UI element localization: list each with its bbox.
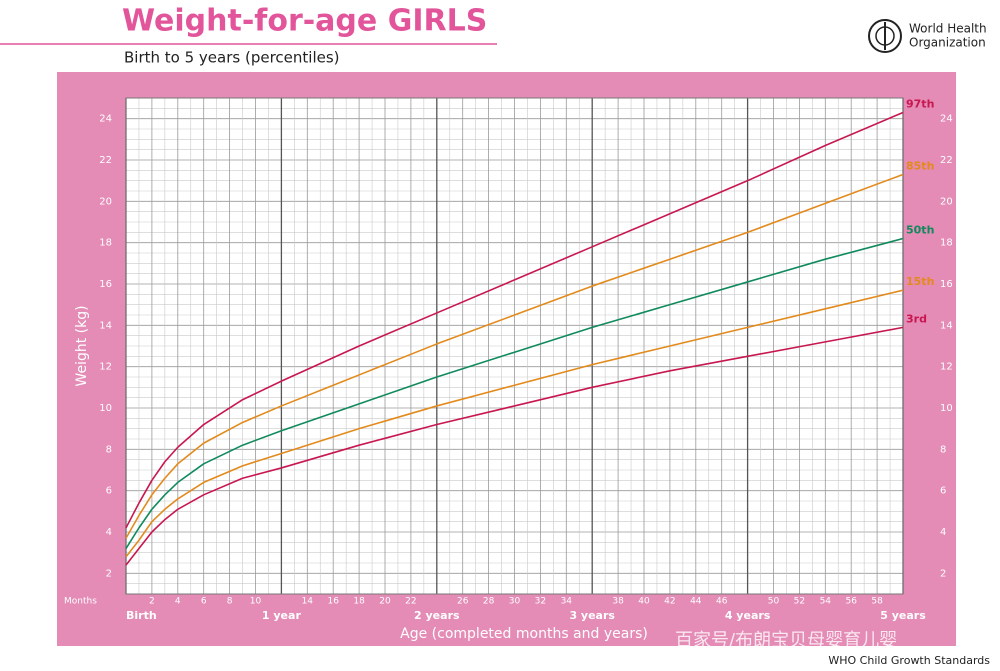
series-label: 50th bbox=[906, 224, 934, 237]
plot-border bbox=[125, 97, 904, 595]
y-tick-label: 12 bbox=[99, 362, 112, 373]
x-tick-label: 28 bbox=[483, 597, 495, 607]
x-tick-label: 3 years bbox=[569, 609, 615, 622]
y-tick-label: 18 bbox=[99, 238, 112, 249]
y-tick-label: 14 bbox=[99, 320, 112, 331]
x-tick-label: 56 bbox=[845, 597, 857, 607]
y-tick-label: 24 bbox=[940, 114, 953, 125]
series-label: 85th bbox=[906, 159, 934, 172]
who-logo bbox=[868, 19, 902, 53]
y-tick-label: 4 bbox=[106, 527, 112, 538]
series-label: 97th bbox=[906, 97, 934, 110]
x-axis-label: Age (completed months and years) bbox=[400, 626, 648, 642]
x-tick-label: 32 bbox=[535, 597, 546, 607]
percentile-line bbox=[125, 289, 904, 558]
x-tick-label: 18 bbox=[353, 597, 365, 607]
x-tick-label: 22 bbox=[405, 597, 416, 607]
percentile-line bbox=[125, 237, 904, 549]
x-tick-label: 34 bbox=[561, 597, 573, 607]
x-tick-label: 42 bbox=[664, 597, 675, 607]
x-tick-label: 40 bbox=[638, 597, 650, 607]
y-tick-label: 20 bbox=[940, 196, 953, 207]
y-tick-label: 12 bbox=[940, 362, 953, 373]
percentile-line bbox=[125, 326, 904, 566]
footer: WHO Child Growth Standards bbox=[828, 654, 990, 667]
y-tick-label: 16 bbox=[940, 279, 953, 290]
y-tick-label: 8 bbox=[106, 444, 112, 455]
x-tick-label: 16 bbox=[327, 597, 339, 607]
y-tick-label: 22 bbox=[99, 155, 112, 166]
org-name: Organization bbox=[909, 36, 986, 50]
x-tick-label: 8 bbox=[227, 597, 233, 607]
x-tick-label: 4 years bbox=[725, 609, 771, 622]
x-tick-label: 2 bbox=[149, 597, 155, 607]
y-tick-label: 4 bbox=[940, 527, 946, 538]
x-tick-label: 20 bbox=[379, 597, 391, 607]
x-tick-label: 44 bbox=[690, 597, 702, 607]
x-tick-label: 52 bbox=[794, 597, 805, 607]
x-tick-label: 2 years bbox=[414, 609, 460, 622]
percentile-line bbox=[125, 173, 904, 539]
y-tick-label: 14 bbox=[940, 320, 953, 331]
x-tick-label: 58 bbox=[871, 597, 883, 607]
series-label: 3rd bbox=[906, 312, 927, 325]
chart-subtitle: Birth to 5 years (percentiles) bbox=[124, 49, 340, 67]
y-tick-label: 20 bbox=[99, 196, 112, 207]
y-tick-label: 10 bbox=[99, 403, 112, 414]
x-tick-label: 30 bbox=[509, 597, 521, 607]
x-tick-label: 6 bbox=[201, 597, 207, 607]
y-tick-label: 24 bbox=[99, 114, 112, 125]
y-tick-label: 2 bbox=[940, 568, 946, 579]
x-tick-label: 50 bbox=[768, 597, 780, 607]
x-tick-label: 4 bbox=[175, 597, 181, 607]
chart-title: Weight-for-age GIRLS bbox=[122, 4, 487, 39]
y-axis-label: Weight (kg) bbox=[74, 305, 90, 386]
y-tick-label: 2 bbox=[106, 568, 112, 579]
x-tick-label: 5 years bbox=[880, 609, 926, 622]
watermark: 百家号/布朗宝贝母婴育儿婴 bbox=[675, 630, 897, 651]
x-tick-label: Birth bbox=[126, 609, 157, 622]
y-tick-label: 6 bbox=[940, 486, 946, 497]
y-tick-label: 8 bbox=[940, 444, 946, 455]
y-tick-label: 6 bbox=[106, 486, 112, 497]
x-tick-label: 46 bbox=[716, 597, 728, 607]
x-tick-label: 38 bbox=[612, 597, 624, 607]
y-tick-label: 16 bbox=[99, 279, 112, 290]
x-tick-label: 54 bbox=[820, 597, 832, 607]
x-tick-label: 14 bbox=[302, 597, 314, 607]
percentile-line bbox=[125, 111, 904, 529]
x-tick-label: 1 year bbox=[262, 609, 302, 622]
x-unit-label: Months bbox=[64, 597, 97, 607]
series-label: 15th bbox=[906, 275, 934, 288]
x-tick-label: 26 bbox=[457, 597, 469, 607]
y-tick-label: 18 bbox=[940, 238, 953, 249]
x-tick-label: 10 bbox=[250, 597, 262, 607]
y-tick-label: 10 bbox=[940, 403, 953, 414]
org-name: World Health bbox=[909, 22, 987, 36]
y-tick-label: 22 bbox=[940, 155, 953, 166]
